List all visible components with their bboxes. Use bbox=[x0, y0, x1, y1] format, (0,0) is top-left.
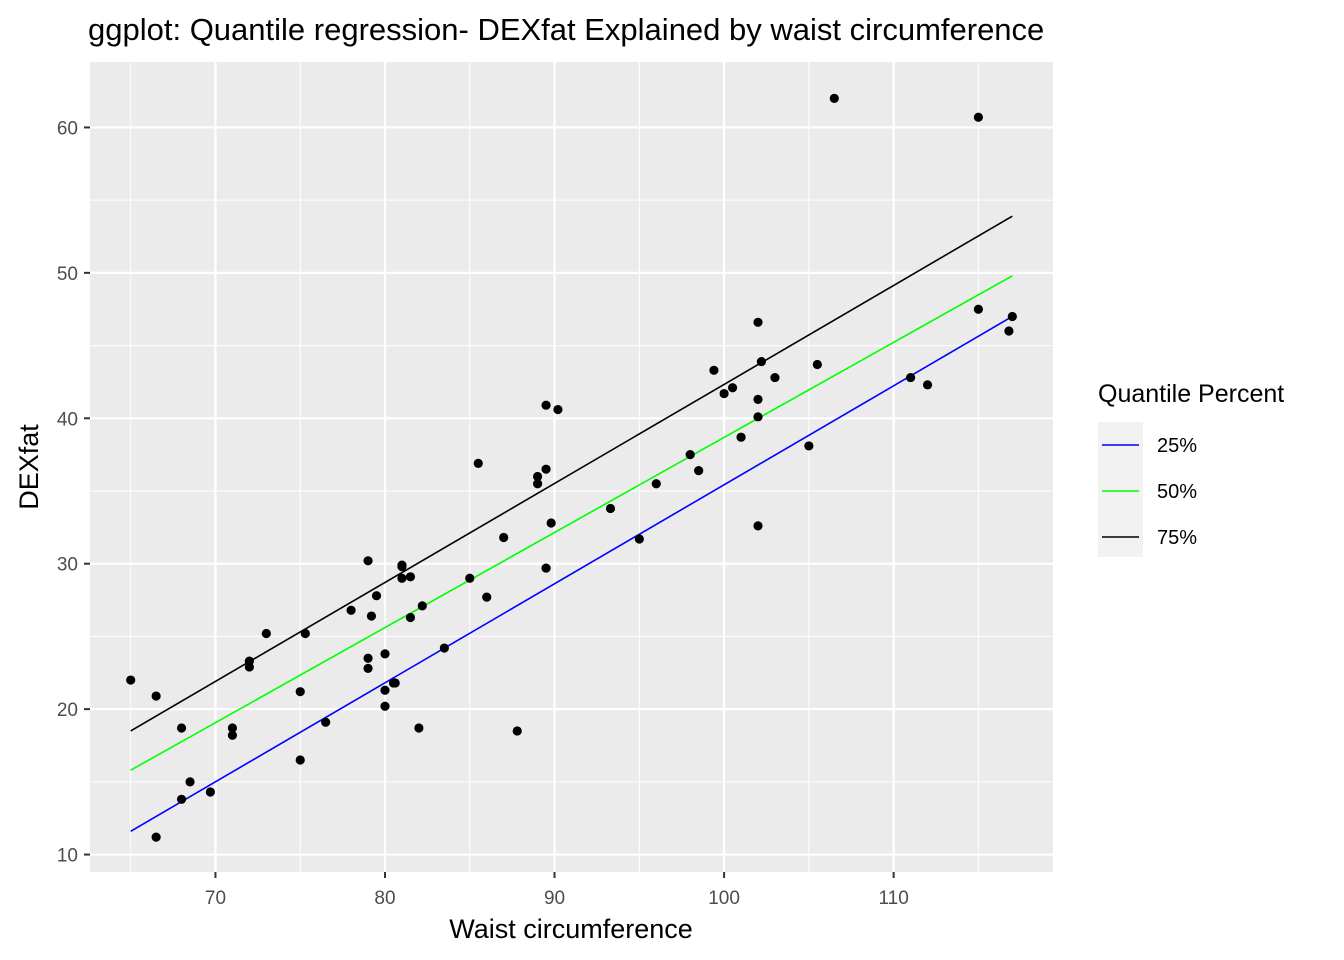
data-point bbox=[205, 787, 215, 797]
y-tick-label: 50 bbox=[57, 264, 78, 285]
x-tick-label: 70 bbox=[205, 888, 226, 909]
data-point bbox=[532, 479, 543, 489]
data-point bbox=[363, 663, 373, 674]
data-point bbox=[366, 611, 377, 621]
data-point bbox=[753, 317, 763, 327]
data-point bbox=[727, 383, 738, 393]
data-point bbox=[512, 726, 522, 736]
data-point bbox=[829, 93, 839, 103]
x-tick-label: 100 bbox=[708, 888, 740, 909]
data-point bbox=[439, 643, 449, 653]
data-point bbox=[417, 601, 427, 611]
data-point bbox=[414, 723, 424, 733]
data-point bbox=[804, 441, 814, 451]
data-point bbox=[300, 628, 310, 639]
data-point bbox=[363, 556, 373, 566]
data-point bbox=[753, 394, 763, 404]
data-point bbox=[1004, 326, 1014, 336]
data-point bbox=[151, 832, 161, 842]
data-point bbox=[176, 723, 187, 733]
data-point bbox=[346, 605, 356, 615]
data-point bbox=[185, 777, 195, 787]
data-point bbox=[736, 432, 746, 442]
data-point bbox=[651, 479, 661, 489]
data-point bbox=[176, 794, 187, 804]
quantile-line-25-percent bbox=[130, 315, 1013, 832]
data-point bbox=[397, 573, 407, 583]
data-point bbox=[709, 365, 719, 375]
legend: Quantile Percent 25% 50% 75% bbox=[1098, 380, 1284, 557]
legend-label: 25% bbox=[1157, 435, 1197, 457]
data-point bbox=[227, 723, 238, 733]
data-point bbox=[541, 400, 551, 410]
x-axis-title: Waist circumference bbox=[449, 914, 693, 944]
x-axis-ticks: 70 80 90 100 110 bbox=[205, 872, 909, 909]
data-point bbox=[753, 521, 763, 531]
x-tick-label: 80 bbox=[374, 888, 395, 909]
data-point bbox=[694, 466, 704, 476]
data-point bbox=[151, 691, 161, 701]
data-point bbox=[753, 412, 763, 422]
data-point bbox=[541, 563, 551, 573]
data-point bbox=[1007, 311, 1017, 322]
data-point bbox=[465, 573, 475, 583]
data-point bbox=[371, 591, 382, 601]
data-point bbox=[546, 518, 556, 528]
data-point bbox=[922, 380, 933, 390]
data-point bbox=[719, 388, 729, 399]
quantile-line-75-percent bbox=[130, 215, 1013, 732]
data-point bbox=[685, 450, 695, 460]
data-point bbox=[126, 675, 136, 685]
y-tick-label: 60 bbox=[57, 118, 78, 139]
data-point bbox=[473, 458, 483, 468]
major-gridlines bbox=[90, 62, 1053, 872]
data-point bbox=[482, 592, 492, 602]
data-point bbox=[532, 471, 543, 482]
data-point bbox=[321, 717, 331, 727]
data-point bbox=[770, 372, 780, 383]
y-tick-label: 40 bbox=[57, 409, 78, 430]
data-point bbox=[756, 356, 766, 367]
x-tick-label: 110 bbox=[878, 888, 908, 909]
quantile-fit-lines bbox=[130, 215, 1013, 832]
data-point bbox=[244, 662, 254, 672]
data-point bbox=[405, 612, 416, 623]
y-axis-ticks: 10 20 30 40 50 60 bbox=[57, 118, 90, 867]
data-point bbox=[363, 653, 373, 663]
quantile-line-50-percent bbox=[130, 275, 1013, 771]
plot-panel bbox=[90, 62, 1053, 872]
data-point bbox=[499, 532, 509, 543]
legend-label: 75% bbox=[1157, 527, 1197, 549]
data-point bbox=[553, 404, 563, 415]
y-tick-label: 30 bbox=[57, 555, 78, 576]
data-point bbox=[380, 701, 390, 711]
data-point bbox=[295, 755, 305, 765]
legend-title: Quantile Percent bbox=[1098, 380, 1284, 408]
data-point bbox=[380, 685, 390, 695]
legend-label: 50% bbox=[1157, 481, 1197, 503]
legend-entries: 25% 50% 75% bbox=[1102, 435, 1197, 549]
data-point bbox=[973, 112, 984, 122]
data-point bbox=[605, 503, 616, 514]
data-points bbox=[126, 93, 1017, 842]
data-point bbox=[380, 649, 390, 659]
data-point bbox=[541, 464, 551, 474]
y-tick-label: 10 bbox=[57, 846, 78, 867]
data-point bbox=[390, 678, 400, 688]
data-point bbox=[812, 359, 822, 370]
y-tick-label: 20 bbox=[57, 700, 78, 721]
data-point bbox=[261, 628, 271, 639]
chart-title: ggplot: Quantile regression- DEXfat Expl… bbox=[88, 12, 1044, 47]
data-point bbox=[973, 304, 984, 314]
data-point bbox=[397, 560, 407, 570]
data-point bbox=[295, 687, 305, 697]
data-point bbox=[905, 372, 916, 383]
x-tick-label: 90 bbox=[544, 888, 565, 909]
data-point bbox=[405, 572, 416, 582]
y-axis-title: DEXfat bbox=[14, 424, 44, 510]
data-point bbox=[227, 730, 238, 740]
minor-gridlines bbox=[90, 62, 1053, 872]
data-point bbox=[634, 534, 644, 544]
